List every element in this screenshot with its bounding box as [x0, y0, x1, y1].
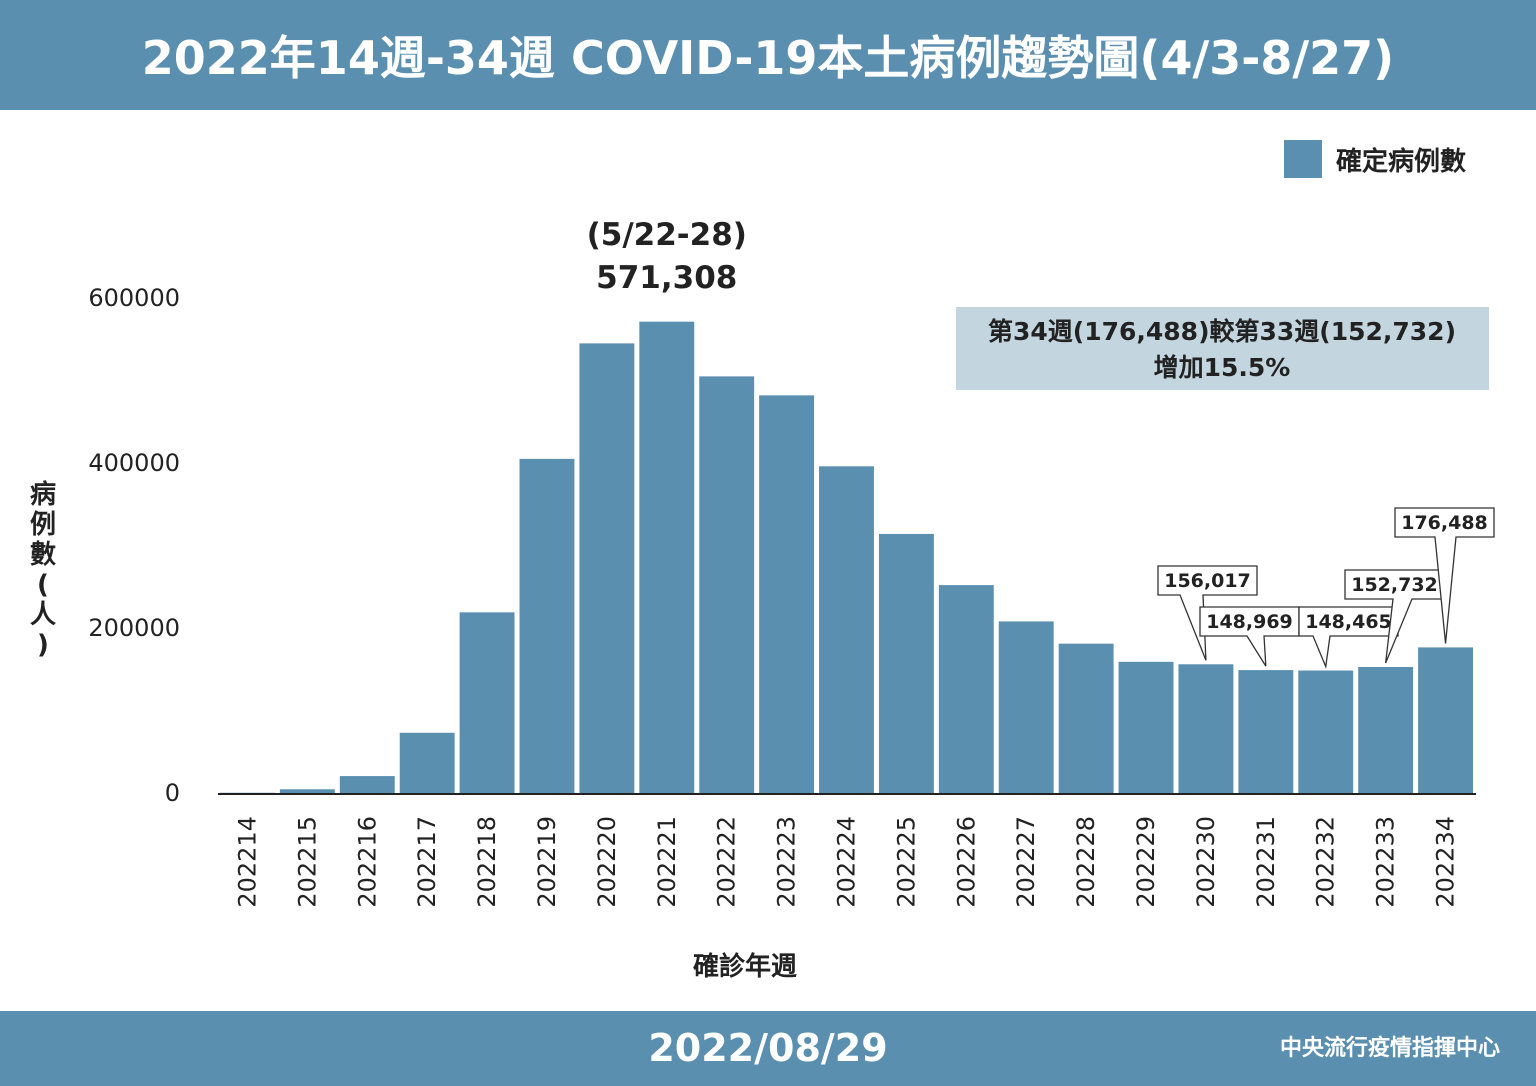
- bar-202226: [938, 585, 994, 793]
- x-tick-label: 202226: [952, 816, 980, 908]
- organization-name: 中央流行疫情指揮中心: [1279, 1036, 1500, 1061]
- bar-202234: [1418, 647, 1473, 793]
- x-tick-label: 202223: [773, 816, 801, 908]
- footer-banner: 2022/08/29 中央流行疫情指揮中心: [0, 1011, 1536, 1086]
- callout-label-202230: 156,017: [1164, 570, 1251, 592]
- peak-period-label: (5/22-28): [587, 217, 747, 253]
- x-tick-label: 202233: [1372, 816, 1400, 908]
- callout-label-202232: 148,465: [1305, 611, 1392, 633]
- page-title: 2022年14週-34週 COVID-19本土病例趨勢圖(4/3-8/27): [141, 31, 1395, 85]
- y-tick-label: 600000: [88, 284, 180, 312]
- bar-202218: [459, 612, 515, 793]
- bar-202217: [399, 732, 455, 793]
- bar-202231: [1238, 670, 1294, 793]
- x-tick-label: 202224: [833, 816, 861, 908]
- x-axis-title: 確診年週: [693, 951, 797, 982]
- callout-label-202234: 176,488: [1401, 512, 1488, 534]
- x-tick-label: 202214: [233, 816, 261, 908]
- callout-label-202233: 152,732: [1351, 574, 1438, 596]
- bar-202228: [1058, 643, 1114, 793]
- x-tick-label: 202234: [1432, 816, 1460, 908]
- bar-202221: [639, 321, 695, 793]
- x-tick-label: 202232: [1312, 816, 1340, 908]
- x-tick-label: 202220: [593, 816, 621, 908]
- bar-202223: [759, 395, 815, 793]
- legend-label: 確定病例數: [1336, 146, 1466, 177]
- callout-label-202231: 148,969: [1206, 611, 1293, 633]
- x-tick-label: 202230: [1192, 816, 1220, 908]
- note-line-1: 第34週(176,488)較第33週(152,732): [988, 317, 1456, 346]
- bar-202230: [1178, 664, 1234, 793]
- case-trend-chart: 0 200000 400000 600000 202214 202215 202216 202…: [30, 140, 1495, 982]
- x-tick-label: 202227: [1012, 816, 1040, 908]
- bar-202222: [699, 376, 755, 793]
- title-banner: 2022年14週-34週 COVID-19本土病例趨勢圖(4/3-8/27): [0, 0, 1536, 110]
- y-tick-label: 400000: [88, 449, 180, 477]
- bar-202232: [1298, 670, 1354, 793]
- x-tick-label: 202229: [1132, 816, 1160, 908]
- bar-202229: [1118, 661, 1174, 793]
- note-line-2: 增加15.5%: [1154, 353, 1291, 382]
- bar-202216: [339, 776, 395, 793]
- x-tick-label: 202215: [293, 816, 321, 908]
- x-tick-label: 202228: [1072, 816, 1100, 908]
- x-tick-label: 202221: [653, 816, 681, 908]
- x-tick-label: 202218: [473, 816, 501, 908]
- x-tick-label: 202231: [1252, 816, 1280, 908]
- y-tick-label: 200000: [88, 614, 180, 642]
- peak-value-label: 571,308: [596, 260, 737, 296]
- y-axis-title: 病例數(人): [30, 480, 56, 660]
- bar-202220: [579, 343, 635, 793]
- x-tick-label: 202216: [353, 816, 381, 908]
- bar-202224: [819, 466, 874, 793]
- bar-202219: [519, 458, 575, 793]
- x-tick-label: 202225: [892, 816, 920, 908]
- bar-202215: [279, 789, 335, 793]
- bar-202233: [1358, 666, 1414, 793]
- y-tick-label: 0: [165, 779, 180, 807]
- legend-swatch: [1284, 140, 1322, 178]
- callout-202234: [1394, 507, 1495, 644]
- x-tick-label: 202217: [413, 816, 441, 908]
- bar-202225: [878, 533, 934, 793]
- report-date: 2022/08/29: [648, 1026, 888, 1070]
- x-tick-label: 202222: [713, 816, 741, 908]
- note-box: [956, 307, 1489, 390]
- x-tick-label: 202219: [533, 816, 561, 908]
- bar-202227: [998, 621, 1054, 793]
